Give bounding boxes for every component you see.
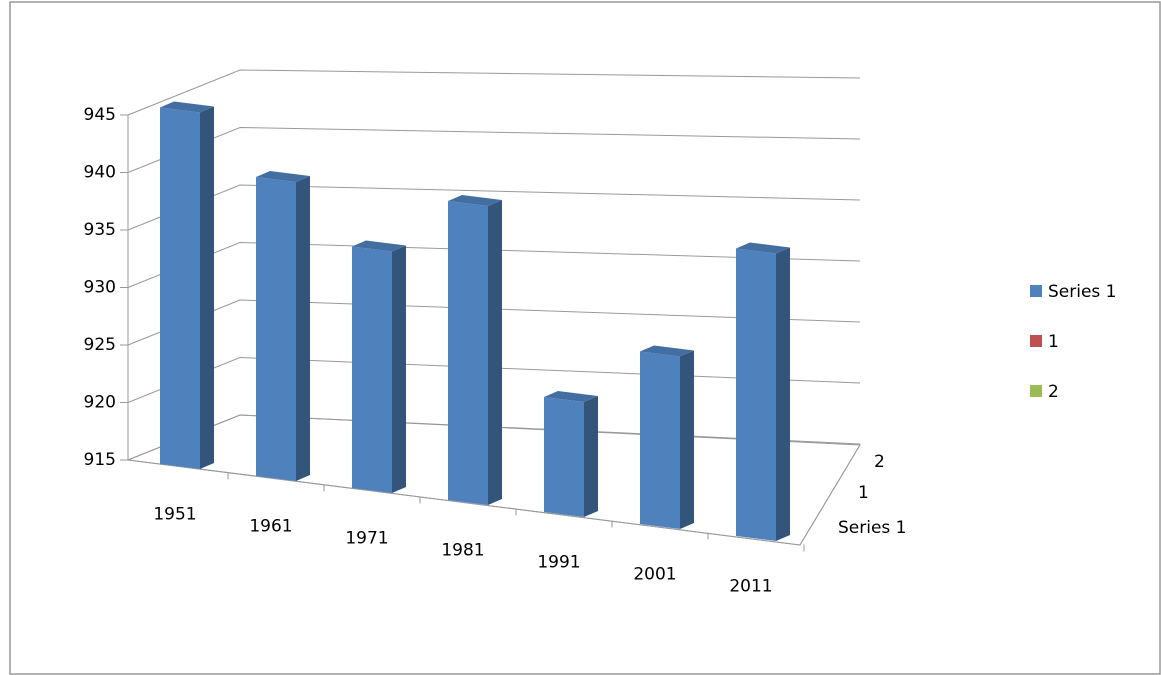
grid-line — [127, 69, 861, 116]
y-tick-label: 925 — [84, 335, 116, 355]
y-tick-label: 945 — [84, 105, 116, 125]
bar — [160, 101, 214, 469]
bar-side — [680, 350, 694, 529]
bar-side — [296, 176, 310, 481]
legend-swatch — [1030, 385, 1042, 397]
x-axis — [127, 459, 801, 546]
x-tick-label: 1971 — [345, 529, 388, 549]
bar — [544, 391, 598, 517]
depth-axis — [799, 444, 861, 546]
x-tick-label: 1951 — [153, 505, 196, 525]
bar-side — [392, 245, 406, 493]
bar-top — [640, 345, 694, 357]
bar-front — [448, 201, 488, 505]
bar — [448, 195, 502, 505]
legend-label: 1 — [1048, 332, 1059, 352]
bar-front — [352, 246, 392, 493]
chart-frame — [9, 1, 1161, 675]
legend-swatch — [1030, 335, 1042, 347]
y-tick-label: 935 — [84, 220, 116, 240]
bar — [352, 240, 406, 493]
x-tick-label: 1961 — [249, 517, 292, 537]
x-tick-label: 1981 — [441, 541, 484, 561]
bar-top — [352, 240, 406, 252]
bar-top — [736, 242, 790, 254]
bar-side — [200, 106, 214, 469]
bar-front — [640, 351, 680, 529]
x-tick-label: 2011 — [729, 577, 772, 597]
bar — [640, 345, 694, 529]
legend-swatch — [1030, 285, 1042, 297]
legend-label: 2 — [1048, 382, 1059, 402]
legend-label: Series 1 — [1048, 282, 1117, 302]
bar-front — [544, 397, 584, 517]
bar-front — [256, 177, 296, 481]
depth-tick-label: 2 — [874, 452, 885, 472]
y-tick-label: 920 — [84, 393, 116, 413]
x-tick-label: 1991 — [537, 553, 580, 573]
bar-front — [160, 107, 200, 469]
y-tick-label: 915 — [84, 450, 116, 470]
bar-side — [584, 396, 598, 517]
x-tick-label: 2001 — [633, 565, 676, 585]
bar-front — [736, 248, 776, 541]
bar-side — [776, 247, 790, 541]
y-tick-label: 940 — [84, 163, 116, 183]
bar-side — [488, 200, 502, 505]
bar-top — [544, 391, 598, 402]
bar — [256, 171, 310, 481]
bar-top — [256, 171, 310, 182]
depth-tick-label: Series 1 — [838, 518, 907, 538]
bar-top — [448, 195, 502, 206]
y-tick-label: 930 — [84, 278, 116, 298]
bar-top — [160, 101, 214, 113]
bar — [736, 242, 790, 541]
depth-tick-label: 1 — [858, 483, 869, 503]
grid-line — [127, 126, 861, 173]
